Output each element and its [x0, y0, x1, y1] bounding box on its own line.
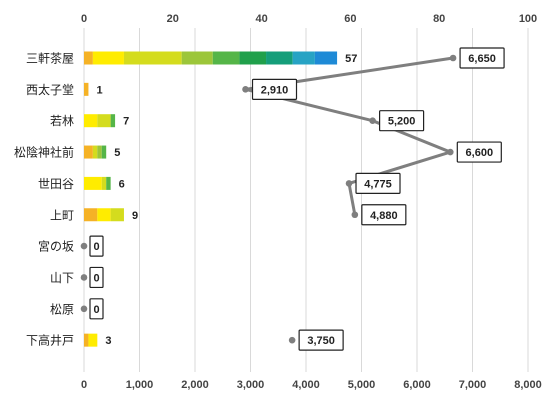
rent-label: 6,600: [466, 147, 494, 159]
bottom-axis-tick-label: 6,000: [403, 379, 431, 391]
bottom-axis-tick-label: 1,000: [126, 379, 154, 391]
count-bar-segment: [314, 51, 338, 65]
count-label: 1: [96, 84, 102, 96]
category-label: 松陰神社前: [14, 145, 74, 160]
count-label: 0: [93, 241, 99, 253]
bottom-axis-tick-label: 2,000: [181, 379, 209, 391]
bottom-axis-tick-label: 8,000: [514, 379, 542, 391]
rent-label-box: [361, 204, 407, 226]
category-label: 宮の坂: [38, 239, 74, 254]
count-bar-segment: [106, 176, 111, 190]
rent-label: 4,775: [364, 178, 392, 190]
count-bar-segment: [84, 333, 89, 347]
bottom-axis-tick-label: 0: [81, 379, 87, 391]
count-bar-segment: [92, 51, 124, 65]
top-axis-tick-label: 60: [344, 13, 356, 25]
count-label-box: [89, 266, 104, 289]
rent-label: 6,650: [468, 53, 496, 65]
category-label: 松原: [50, 302, 74, 316]
top-axis-tick-label: 100: [519, 13, 537, 25]
rent-point: [447, 148, 454, 156]
category-label: 若林: [50, 114, 74, 128]
count-bar-segment: [292, 51, 315, 65]
bottom-axis-tick-label: 4,000: [292, 379, 320, 391]
rent-point: [288, 336, 296, 344]
rent-label: 4,880: [370, 210, 398, 222]
count-bar-segment: [92, 145, 98, 159]
count-label: 6: [119, 178, 125, 190]
count-bar-segment: [110, 208, 124, 222]
category-label: 世田谷: [38, 177, 74, 191]
rent-point: [369, 117, 376, 124]
count-bar-segment: [84, 51, 93, 65]
rent-zero-point: [80, 305, 88, 313]
rent-point: [351, 211, 359, 219]
rent-line-segment: [347, 181, 357, 217]
bottom-axis-tick-label: 7,000: [459, 379, 487, 391]
rent-label-box: [379, 110, 425, 132]
count-bar-segment: [84, 82, 89, 96]
count-label: 3: [105, 335, 111, 347]
count-label: 0: [93, 304, 99, 316]
count-bar-segment: [101, 145, 107, 159]
category-label: 下高井戸: [26, 333, 74, 348]
rent-label-box: [456, 141, 502, 163]
top-axis-tick-label: 20: [167, 13, 179, 25]
count-bar-segment: [97, 145, 102, 159]
count-label: 57: [345, 53, 357, 65]
rent-label: 5,200: [388, 116, 416, 128]
rent-point: [449, 54, 457, 62]
bottom-axis-tick-label: 5,000: [348, 379, 376, 391]
bottom-axis-tick-label: 3,000: [237, 379, 265, 391]
rent-label-box: [251, 78, 298, 100]
count-bar-segment: [84, 176, 102, 190]
count-label: 0: [93, 272, 99, 284]
count-bar-segment: [181, 51, 213, 65]
count-bar-segment: [97, 208, 111, 222]
rent-label-box: [459, 47, 505, 69]
count-bar-segment: [97, 114, 111, 128]
rent-label: 2,910: [261, 84, 289, 96]
category-label: 上町: [50, 208, 74, 222]
count-bar-segment: [212, 51, 240, 65]
count-bar-segment: [101, 176, 107, 190]
count-label-box: [89, 235, 104, 257]
rent-zero-point: [80, 242, 88, 250]
count-bar-segment: [88, 333, 98, 347]
rent-point: [242, 86, 249, 93]
category-label: 山下: [50, 271, 74, 285]
category-label: 西太子堂: [26, 82, 74, 97]
count-bar-segment: [239, 51, 267, 65]
rent-zero-point: [80, 274, 88, 281]
rent-point: [345, 180, 353, 187]
count-label: 9: [132, 210, 138, 222]
rent-label-box: [355, 172, 401, 194]
count-label: 5: [114, 147, 120, 159]
count-label-box: [89, 298, 104, 320]
count-bar-segment: [123, 51, 182, 65]
top-axis-tick-label: 80: [433, 13, 445, 25]
rent-label: 3,750: [307, 335, 335, 347]
count-bar-segment: [84, 114, 98, 128]
category-label: 三軒茶屋: [26, 51, 74, 66]
top-axis-tick-label: 0: [81, 13, 87, 25]
count-label: 7: [123, 116, 129, 128]
top-axis-tick-label: 40: [255, 13, 267, 25]
count-bar-segment: [84, 145, 93, 159]
count-bar-segment: [84, 208, 98, 222]
count-bar-segment: [110, 114, 116, 128]
rent-label-box: [298, 329, 344, 351]
count-bar-segment: [266, 51, 293, 65]
